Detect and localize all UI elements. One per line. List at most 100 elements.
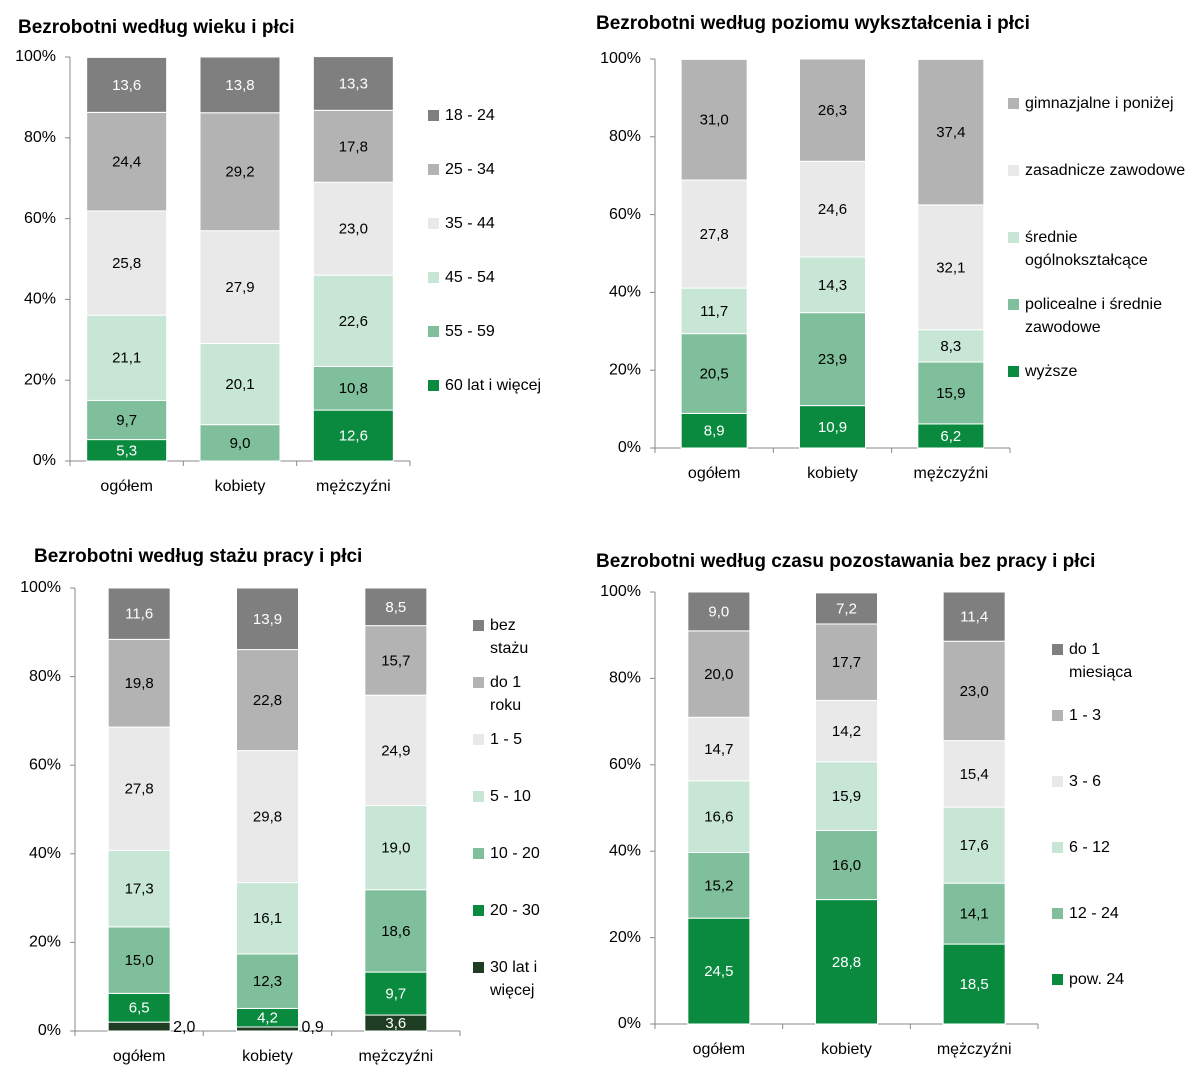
legend-item: policealne i średnie zawodowe <box>1008 293 1198 360</box>
legend-swatch <box>1008 165 1019 176</box>
legend-label: 12 - 24 <box>1069 905 1119 922</box>
y-tick-label: 100% <box>600 583 641 600</box>
data-label: 7,2 <box>836 600 857 617</box>
y-tick-label: 60% <box>609 206 641 223</box>
data-label: 27,9 <box>225 279 254 296</box>
chart-title: Bezrobotni według wieku i płci <box>18 17 295 38</box>
bar-segment <box>364 625 428 696</box>
legend-item: bez stażu <box>473 614 553 671</box>
legend: gimnazjalne i poniżej zasadnicze zawodowe… <box>1008 92 1198 427</box>
legend-item: do 1 miesiąca <box>1052 638 1142 704</box>
data-label: 24,5 <box>704 963 733 980</box>
data-label: 27,8 <box>700 226 729 243</box>
legend-swatch <box>1008 366 1019 377</box>
bar-segment <box>815 829 878 901</box>
legend-swatch <box>428 164 439 175</box>
legend-label: 35 - 44 <box>445 215 495 232</box>
legend-item: 3 - 6 <box>1052 770 1142 836</box>
legend-item: wyższe <box>1008 360 1198 427</box>
legend-swatch <box>1052 974 1063 985</box>
data-label: 20,5 <box>700 365 729 382</box>
data-label: 37,4 <box>936 124 965 141</box>
legend-label: pow. 24 <box>1069 971 1125 988</box>
bar-segment <box>917 204 985 331</box>
bar-segment <box>687 716 751 782</box>
bar-segment <box>687 780 751 853</box>
bar-segment <box>917 58 985 206</box>
bar-segment <box>799 160 866 258</box>
data-label: 16,0 <box>832 857 861 874</box>
data-label: 12,3 <box>253 973 282 990</box>
x-tick-label: kobiety <box>215 478 266 495</box>
bar-segment <box>199 342 281 426</box>
x-tick-label: kobiety <box>242 1048 293 1065</box>
legend-label: 25 - 34 <box>445 161 495 178</box>
y-tick-label: 0% <box>33 452 56 469</box>
x-tick-label: kobiety <box>821 1041 872 1058</box>
y-tick-label: 60% <box>29 756 61 773</box>
legend-label: bez stażu <box>490 617 529 657</box>
data-label: 25,8 <box>112 255 141 272</box>
bar-segment <box>86 210 168 316</box>
legend-item: 60 lat i więcej <box>428 374 568 428</box>
legend-swatch <box>473 791 484 802</box>
bar-segment <box>815 899 878 1025</box>
data-label: 0,9 <box>302 1019 324 1036</box>
data-label: 22,8 <box>253 692 282 709</box>
data-label: 23,9 <box>818 351 847 368</box>
chart-title: Bezrobotni według stażu pracy i płci <box>34 546 362 567</box>
legend-swatch <box>1052 644 1063 655</box>
bar-segment <box>942 806 1006 884</box>
legend-item: 25 - 34 <box>428 158 568 212</box>
bar-segment <box>107 1021 171 1032</box>
legend-item: 20 - 30 <box>473 899 553 956</box>
y-tick-label: 80% <box>609 670 641 687</box>
data-label: 32,1 <box>936 259 965 276</box>
x-tick-label: kobiety <box>807 465 858 482</box>
bar-segment <box>107 587 171 640</box>
data-label: 31,0 <box>700 112 729 129</box>
y-tick-label: 60% <box>609 756 641 773</box>
bar-segment <box>364 587 428 627</box>
bar-segment <box>799 256 866 314</box>
bar-segment <box>687 591 751 632</box>
data-label: 19,0 <box>381 840 410 857</box>
legend-item: gimnazjalne i poniżej <box>1008 92 1198 159</box>
y-tick-label: 0% <box>618 439 641 456</box>
x-tick-label: mężczyźni <box>913 465 988 482</box>
bar-segment <box>917 361 985 425</box>
data-label: 8,5 <box>385 599 406 616</box>
y-tick-label: 80% <box>24 129 56 146</box>
bar-segment <box>236 882 299 955</box>
legend: bez stażu do 1 roku 1 - 5 5 - 10 10 - 20 20 -… <box>473 614 553 1013</box>
y-tick-label: 20% <box>24 371 56 388</box>
bar-segment <box>680 58 748 181</box>
bar-segment <box>687 851 751 919</box>
data-label: 18,6 <box>381 923 410 940</box>
bar-segment <box>312 274 394 367</box>
data-label: 3,6 <box>385 1015 406 1032</box>
data-label: 10,9 <box>818 419 847 436</box>
bar-segment <box>942 882 1006 945</box>
legend-label: do 1 miesiąca <box>1069 641 1133 681</box>
legend-label: 20 - 30 <box>490 902 540 919</box>
legend-label: 18 - 24 <box>445 107 495 124</box>
data-label: 8,3 <box>940 338 961 355</box>
legend-label: gimnazjalne i poniżej <box>1025 95 1174 112</box>
y-tick-label: 80% <box>609 128 641 145</box>
legend-label: 55 - 59 <box>445 323 495 340</box>
legend-swatch <box>428 380 439 391</box>
legend-swatch <box>1008 299 1019 310</box>
legend-label: 45 - 54 <box>445 269 495 286</box>
data-label: 12,6 <box>339 428 368 445</box>
bar-segment <box>917 329 985 363</box>
bar-segment <box>942 591 1006 642</box>
bar-segment <box>236 587 299 651</box>
bar-segment <box>680 287 748 335</box>
data-label: 5,3 <box>116 442 137 459</box>
data-label: 24,4 <box>112 154 141 171</box>
legend-label: 3 - 6 <box>1069 773 1102 790</box>
data-label: 20,0 <box>704 666 733 683</box>
data-label: 14,3 <box>818 277 847 294</box>
